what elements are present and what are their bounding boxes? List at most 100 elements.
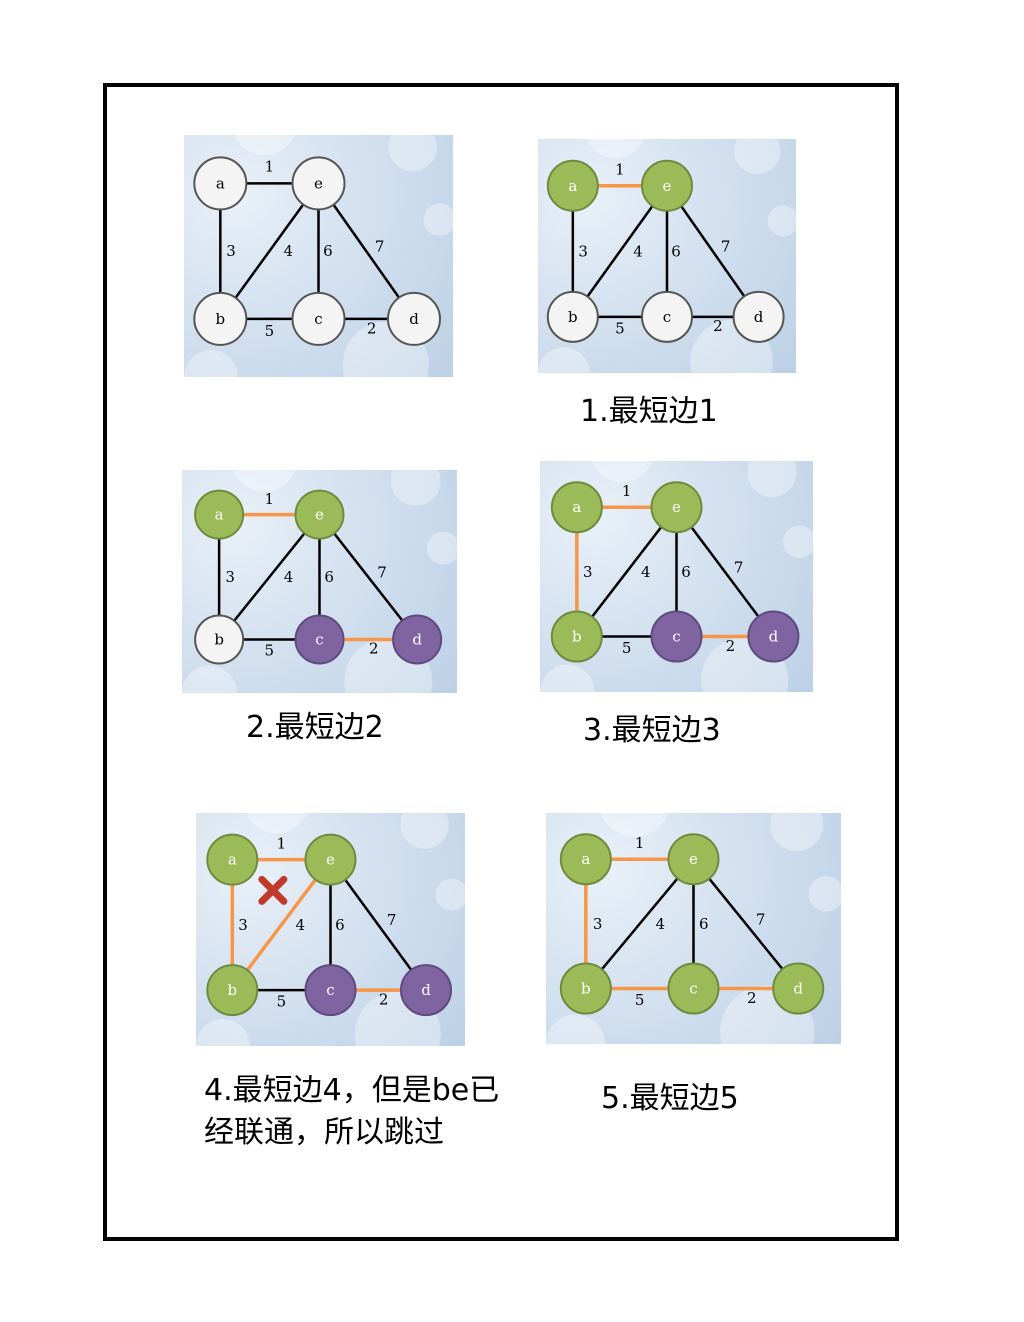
node-label: e bbox=[689, 850, 698, 868]
node-label: c bbox=[326, 981, 334, 999]
node-b bbox=[193, 291, 248, 346]
edge-weight-label: 1 bbox=[265, 157, 275, 175]
edge-ed bbox=[675, 506, 775, 638]
edge-weight-label: 1 bbox=[265, 490, 275, 508]
node-label: e bbox=[663, 177, 672, 195]
node-c bbox=[667, 962, 720, 1015]
node-e bbox=[304, 833, 357, 886]
edge-weight-label: 7 bbox=[375, 237, 385, 255]
background-bubble bbox=[591, 461, 653, 483]
background-bubble bbox=[601, 813, 668, 837]
background-bubble bbox=[426, 531, 457, 565]
step-4-caption: 4.最短边4，但是be已经联通，所以跳过 bbox=[204, 1073, 500, 1150]
edge-be bbox=[218, 513, 321, 641]
node-label: b bbox=[228, 981, 238, 999]
node-c bbox=[650, 610, 703, 663]
background-bubble bbox=[423, 203, 453, 236]
background-bubble bbox=[233, 470, 296, 492]
node-label: e bbox=[314, 174, 323, 192]
graph-svg: 1 3 4 6 7 5 2 a e b c d bbox=[538, 139, 796, 373]
node-e bbox=[294, 489, 345, 540]
node-b bbox=[194, 614, 245, 665]
edge-weight-label: 6 bbox=[335, 916, 345, 934]
node-label: a bbox=[228, 851, 237, 869]
node-d bbox=[747, 610, 800, 663]
node-label: a bbox=[215, 506, 224, 524]
edge-ed bbox=[318, 513, 419, 641]
edge-weight-label: 5 bbox=[615, 320, 625, 338]
node-c bbox=[291, 291, 346, 346]
edge-ed bbox=[692, 858, 800, 990]
graph-panel-step-2: 1 3 4 6 7 5 2 a e b c d bbox=[182, 470, 457, 693]
edge-weight-label: 4 bbox=[295, 916, 305, 934]
edge-weight-label: 6 bbox=[324, 568, 334, 586]
node-label: d bbox=[409, 310, 419, 328]
edge-ed bbox=[317, 182, 416, 320]
edge-weight-label: 4 bbox=[283, 242, 293, 260]
edge-be bbox=[571, 185, 669, 318]
edge-weight-label: 7 bbox=[377, 564, 387, 582]
node-label: c bbox=[663, 308, 671, 326]
node-a bbox=[193, 156, 248, 211]
node-label: b bbox=[581, 980, 591, 998]
node-label: b bbox=[216, 310, 226, 328]
edge-be bbox=[230, 858, 332, 992]
node-label: a bbox=[581, 850, 590, 868]
background-bubble bbox=[538, 347, 590, 373]
node-label: d bbox=[793, 980, 803, 998]
edge-weight-label: 1 bbox=[622, 482, 632, 500]
edge-weight-label: 5 bbox=[265, 322, 275, 340]
background-bubble bbox=[808, 876, 841, 912]
edge-ed bbox=[665, 185, 760, 318]
node-b bbox=[546, 290, 599, 343]
node-d bbox=[392, 614, 443, 665]
edge-weight-label: 4 bbox=[633, 242, 643, 260]
edge-weight-label: 1 bbox=[635, 834, 645, 852]
background-bubble bbox=[400, 813, 449, 849]
rejected-cross-icon bbox=[258, 875, 288, 905]
node-e bbox=[650, 481, 703, 534]
node-a bbox=[194, 489, 245, 540]
node-label: c bbox=[672, 628, 680, 646]
node-a bbox=[206, 833, 259, 886]
node-label: b bbox=[568, 308, 578, 326]
edge-weight-label: 5 bbox=[277, 993, 287, 1011]
edge-be bbox=[219, 182, 320, 320]
node-b bbox=[206, 964, 259, 1017]
node-e bbox=[667, 833, 720, 886]
background-bubble bbox=[782, 525, 813, 559]
step-1-caption: 1.最短边1 bbox=[580, 394, 718, 429]
background-bubble bbox=[435, 878, 465, 911]
step-5-caption: 5.最短边5 bbox=[601, 1081, 739, 1116]
background-bubble bbox=[586, 139, 645, 159]
edge-weight-label: 5 bbox=[635, 991, 645, 1009]
edge-weight-label: 5 bbox=[622, 639, 632, 657]
node-label: c bbox=[314, 310, 322, 328]
edge-be bbox=[575, 506, 678, 638]
edge-weight-label: 3 bbox=[593, 915, 603, 933]
figure-frame bbox=[103, 83, 899, 1241]
node-a bbox=[546, 159, 599, 212]
graph-panel-step-4: 1 3 4 6 7 5 2 a e b c d bbox=[196, 813, 465, 1046]
background-bubble bbox=[546, 1014, 605, 1044]
background-bubble bbox=[391, 470, 441, 506]
edge-weight-label: 7 bbox=[387, 911, 397, 929]
edge-weight-label: 7 bbox=[734, 558, 744, 576]
background-bubble bbox=[747, 461, 797, 498]
graph-panel-initial: 1 3 4 6 7 5 2 a e b c d bbox=[184, 135, 453, 377]
node-c bbox=[641, 290, 693, 343]
node-label: c bbox=[315, 630, 323, 648]
edge-weight-label: 2 bbox=[747, 989, 757, 1007]
background-bubble bbox=[770, 813, 824, 852]
node-label: d bbox=[754, 308, 764, 326]
edge-weight-label: 2 bbox=[726, 637, 736, 655]
background-bubble bbox=[246, 813, 307, 834]
edge-weight-label: 2 bbox=[379, 990, 389, 1008]
edge-weight-label: 1 bbox=[615, 160, 625, 178]
node-label: d bbox=[769, 628, 779, 646]
edge-weight-label: 1 bbox=[277, 834, 287, 852]
node-a bbox=[550, 481, 603, 534]
edge-weight-label: 7 bbox=[756, 910, 766, 928]
edge-ed bbox=[329, 858, 428, 991]
graph-svg: 1 3 4 6 7 5 2 a e b c d bbox=[546, 813, 841, 1044]
